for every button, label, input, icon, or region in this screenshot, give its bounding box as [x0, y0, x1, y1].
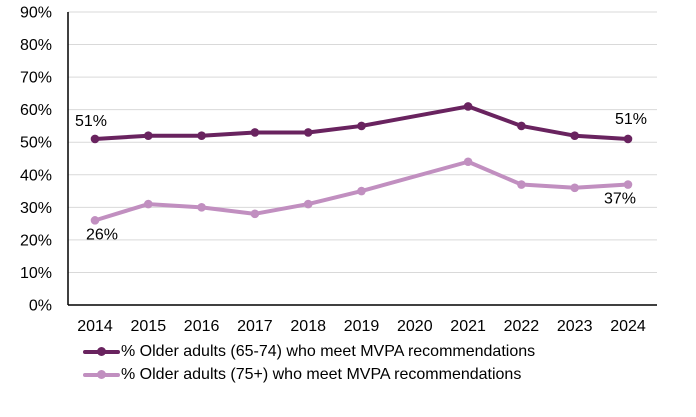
y-tick-label: 60%	[20, 102, 52, 119]
x-tick-label: 2024	[610, 318, 646, 335]
data-point-marker	[570, 183, 579, 193]
x-tick-label: 2017	[237, 318, 273, 335]
data-point-marker	[623, 180, 633, 189]
data-point-marker	[144, 199, 153, 209]
legend-item-75plus: % Older adults (75+) who meet MVPA recom…	[83, 364, 535, 385]
x-tick-label: 2014	[77, 318, 113, 335]
legend: % Older adults (65-74) who meet MVPA rec…	[83, 341, 535, 385]
data-point-marker	[357, 121, 366, 131]
data-point-marker	[623, 134, 633, 144]
legend-label-75plus: % Older adults (75+) who meet MVPA recom…	[121, 365, 522, 383]
y-tick-label: 0%	[29, 298, 52, 315]
data-label: 51%	[75, 113, 107, 130]
legend-line-marker-icon	[83, 347, 120, 356]
data-point-marker	[517, 180, 526, 189]
y-tick-label: 10%	[20, 265, 52, 282]
legend-item-65-74: % Older adults (65-74) who meet MVPA rec…	[83, 341, 535, 362]
data-point-marker	[570, 131, 579, 141]
data-point-marker	[144, 131, 153, 141]
data-point-marker	[463, 157, 473, 167]
series-line-0	[93, 104, 630, 141]
y-tick-label: 40%	[20, 167, 52, 184]
data-point-marker	[90, 134, 100, 144]
legend-line-marker-icon	[83, 370, 120, 379]
x-tick-label: 2022	[504, 318, 540, 335]
data-point-marker	[197, 203, 206, 212]
data-point-marker	[197, 131, 206, 141]
y-tick-label: 50%	[20, 135, 52, 152]
data-point-marker	[250, 128, 260, 137]
data-label: 26%	[86, 226, 118, 243]
data-label: 37%	[604, 191, 636, 208]
data-point-marker	[357, 186, 366, 196]
y-tick-label: 30%	[20, 200, 52, 217]
y-tick-label: 90%	[20, 5, 52, 22]
x-tick-label: 2016	[184, 318, 220, 335]
x-tick-label: 2019	[344, 318, 380, 335]
y-tick-label: 80%	[20, 37, 52, 54]
data-point-marker	[303, 128, 313, 137]
data-point-marker	[250, 209, 260, 219]
data-point-marker	[463, 102, 473, 111]
legend-label-65-74: % Older adults (65-74) who meet MVPA rec…	[121, 342, 536, 360]
data-point-marker	[517, 121, 526, 131]
x-tick-label: 2015	[131, 318, 167, 335]
y-tick-label: 20%	[20, 232, 52, 249]
x-tick-label: 2023	[557, 318, 593, 335]
x-tick-label: 2020	[397, 318, 433, 335]
data-point-marker	[90, 216, 100, 225]
series-line-1	[93, 159, 630, 223]
y-tick-label: 70%	[20, 70, 52, 87]
x-tick-label: 2018	[290, 318, 326, 335]
x-tick-label: 2021	[450, 318, 486, 335]
data-point-marker	[303, 199, 313, 209]
data-label: 51%	[615, 111, 647, 128]
